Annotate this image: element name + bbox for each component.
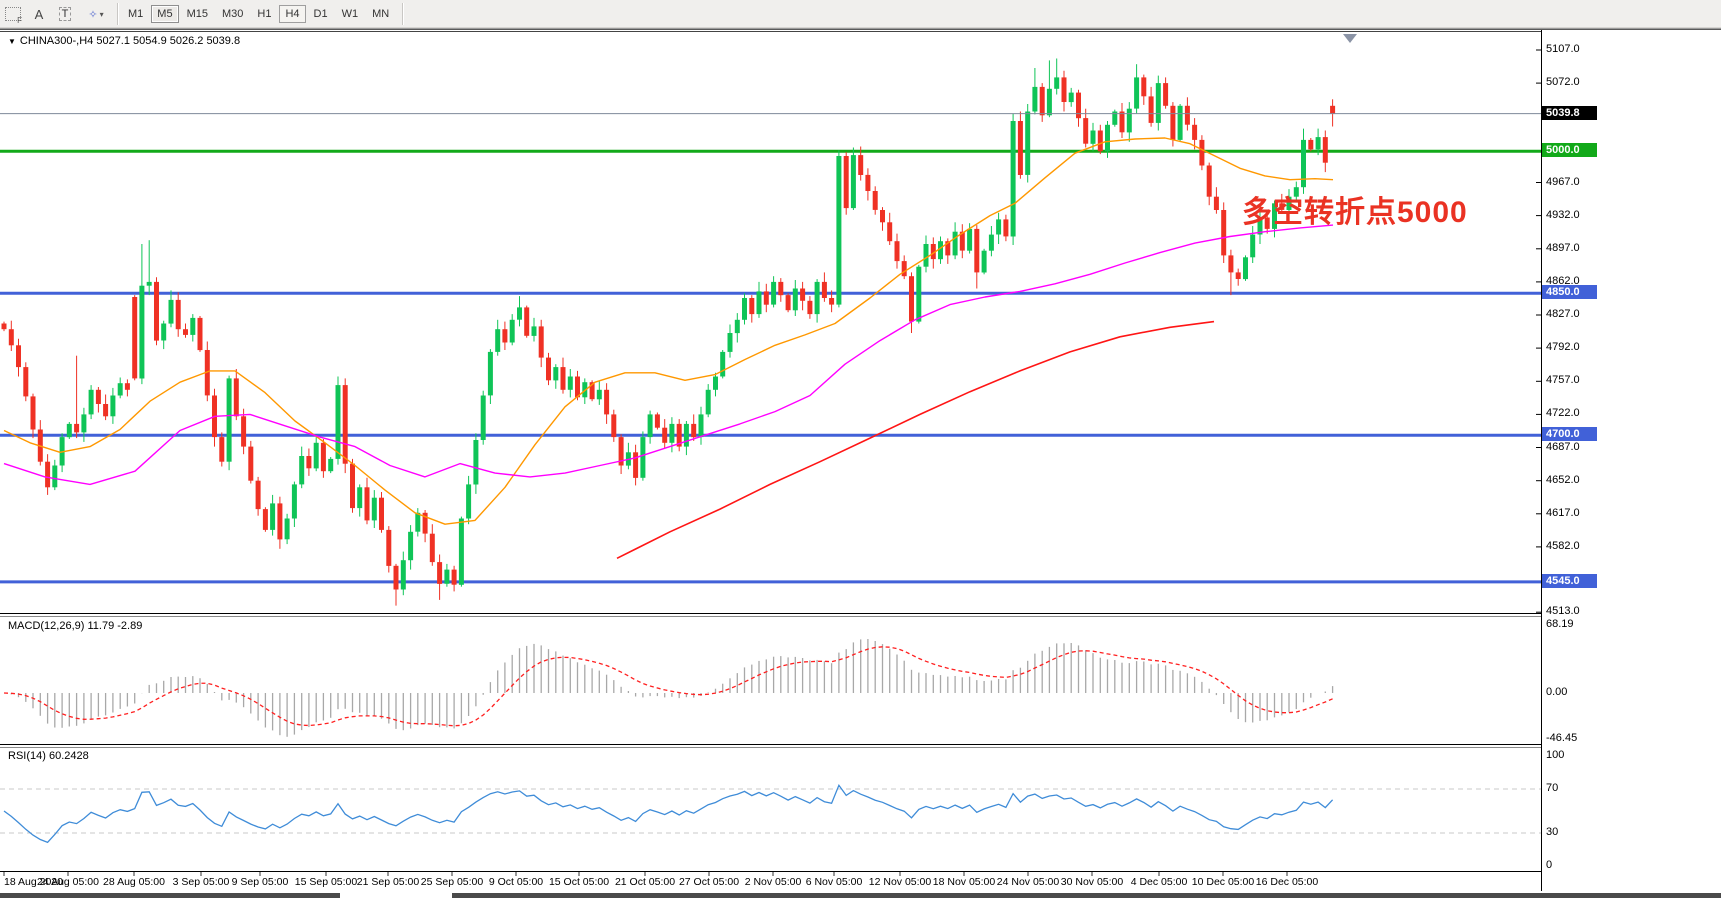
ma-red-line (616, 320, 1215, 560)
axis-tick-label: 100 (1546, 749, 1565, 761)
date-tick-label: 27 Oct 05:00 (679, 876, 739, 888)
date-tick-label: 9 Oct 05:00 (489, 876, 543, 888)
axis-tick-label: 4617.0 (1546, 506, 1580, 519)
axis-tick-label: 4827.0 (1546, 308, 1580, 321)
date-tick-label: 18 Aug 2020 (4, 876, 63, 888)
date-tick-label: 24 Nov 05:00 (997, 876, 1060, 888)
axis-tick-label: 4967.0 (1546, 175, 1580, 188)
ma-magenta-line (3, 224, 1334, 486)
date-tick-label: 9 Sep 05:00 (232, 876, 289, 888)
axis-tick-label: 4687.0 (1546, 440, 1580, 453)
chevron-down-icon: ▾ (99, 9, 104, 19)
date-tick-label: 24 Aug 05:00 (37, 876, 99, 888)
chart-window: ▼ CHINA300-,H4 5027.1 5054.9 5026.2 5039.… (0, 29, 1721, 898)
price-badge: 5000.0 (1542, 143, 1597, 158)
chart-shift-marker-icon[interactable] (1343, 34, 1357, 43)
axis-tick-label: 70 (1546, 782, 1559, 794)
price-badge: 4850.0 (1542, 285, 1597, 300)
toolbar-separator (402, 3, 404, 25)
date-tick-label: 25 Sep 05:00 (421, 876, 484, 888)
date-tick-label: 18 Nov 05:00 (933, 876, 996, 888)
timeframe-button-h4[interactable]: H4 (279, 5, 306, 23)
scrollbar-segment[interactable] (452, 893, 1721, 898)
timeframe-button-m5[interactable]: M5 (151, 5, 179, 23)
axis-tick-label: 4513.0 (1546, 605, 1580, 618)
price-badge: 5039.8 (1542, 105, 1597, 120)
top-toolbar: F A T ✧ ▾ M1 M5 M15 M30 H1 H4 D1 W1 MN (0, 0, 1721, 29)
date-tick-label: 3 Sep 05:00 (173, 876, 230, 888)
axis-tick-label: 5072.0 (1546, 76, 1580, 89)
axis-tick-label: 30 (1546, 826, 1559, 838)
axis-tick-label: -46.45 (1546, 732, 1578, 745)
chart-annotation-text: 多空转折点5000 (1242, 196, 1468, 229)
timeframe-button-m15[interactable]: M15 (181, 5, 214, 23)
date-tick-label: 28 Aug 05:00 (103, 876, 165, 888)
timeframe-button-m30[interactable]: M30 (216, 5, 249, 23)
date-tick-label: 30 Nov 05:00 (1061, 876, 1124, 888)
rsi-label: RSI(14) 60.2428 (8, 750, 89, 762)
text-label-icon[interactable]: A (34, 6, 44, 22)
dotted-frame-f-icon[interactable]: F (1, 3, 25, 25)
chevron-down-icon[interactable]: ▼ (8, 37, 16, 46)
axis-tick-label: 4722.0 (1546, 407, 1580, 420)
text-box-icon[interactable]: T (53, 3, 77, 25)
macd-label: MACD(12,26,9) 11.79 -2.89 (8, 620, 142, 632)
date-tick-label: 16 Dec 05:00 (1256, 876, 1319, 888)
date-tick-label: 10 Dec 05:00 (1192, 876, 1255, 888)
rsi-line (3, 783, 1334, 844)
axis-tick-label: 4792.0 (1546, 341, 1580, 354)
axis-tick-label: 4757.0 (1546, 374, 1580, 387)
timeframe-button-h1[interactable]: H1 (251, 5, 277, 23)
axis-tick-label: 68.19 (1546, 617, 1574, 630)
date-tick-label: 6 Nov 05:00 (806, 876, 863, 888)
timeframe-button-m1[interactable]: M1 (122, 5, 149, 23)
date-tick-label: 15 Sep 05:00 (295, 876, 358, 888)
toolbar-separator (117, 3, 118, 25)
date-tick-label: 4 Dec 05:00 (1131, 876, 1188, 888)
axis-tick-label: 4897.0 (1546, 241, 1580, 254)
date-tick-label: 21 Sep 05:00 (357, 876, 420, 888)
timeframe-button-w1[interactable]: W1 (336, 5, 365, 23)
ma-orange-line (3, 137, 1334, 525)
axis-tick-label: 0.00 (1546, 686, 1568, 698)
axis-tick-label: 4652.0 (1546, 473, 1580, 486)
date-tick-label: 15 Oct 05:00 (549, 876, 609, 888)
timeframe-button-mn[interactable]: MN (366, 5, 395, 23)
date-tick-label: 21 Oct 05:00 (615, 876, 675, 888)
timeframe-button-d1[interactable]: D1 (308, 5, 334, 23)
date-tick-label: 12 Nov 05:00 (869, 876, 932, 888)
axis-tick-label: 4932.0 (1546, 208, 1580, 221)
chart-title: ▼ CHINA300-,H4 5027.1 5054.9 5026.2 5039.… (8, 35, 241, 47)
timeframe-buttons: M1 M5 M15 M30 H1 H4 D1 W1 MN (121, 5, 396, 23)
axis-tick-label: 0 (1546, 859, 1553, 871)
price-badge: 4545.0 (1542, 573, 1597, 588)
price-axis-separator (1541, 30, 1542, 891)
chart-plot-area[interactable]: MACD(12,26,9) 11.79 -2.89 RSI(14) 60.2428… (0, 30, 1541, 891)
scrollbar-segment[interactable] (0, 893, 340, 898)
price-badge: 4700.0 (1542, 427, 1597, 442)
axis-tick-label: 5107.0 (1546, 43, 1580, 55)
axis-tick-label: 4862.0 (1546, 274, 1580, 287)
arrow-objects-icon[interactable]: ✧ ▾ (88, 8, 104, 21)
date-tick-label: 2 Nov 05:00 (745, 876, 802, 888)
axis-tick-label: 4582.0 (1546, 539, 1580, 552)
